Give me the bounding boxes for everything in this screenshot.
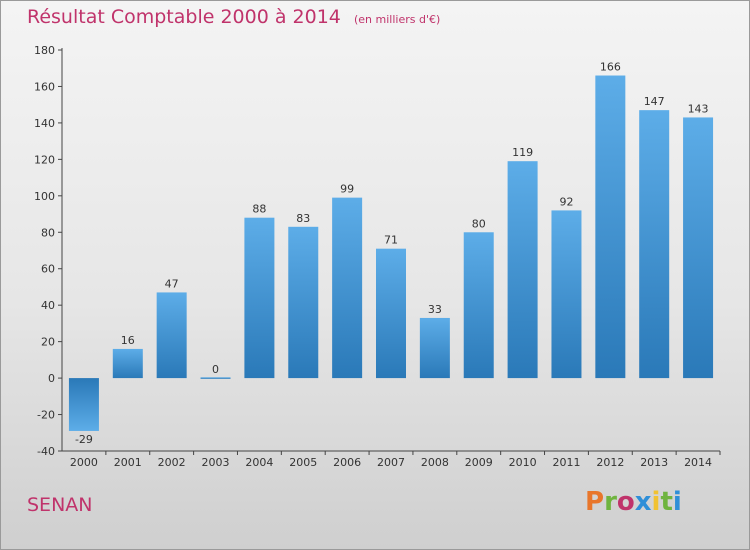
- bar: [200, 377, 231, 379]
- x-tick-label: 2004: [245, 456, 273, 469]
- y-tick-label: 0: [48, 372, 55, 385]
- y-tick-label: -20: [37, 409, 55, 422]
- logo-letter: i: [651, 487, 661, 517]
- x-tick-label: 2002: [158, 456, 186, 469]
- bar: [68, 378, 99, 431]
- y-tick-label: 100: [34, 190, 55, 203]
- x-tick-label: 2001: [114, 456, 142, 469]
- x-tick-label: 2010: [509, 456, 537, 469]
- bar-value-label: 143: [688, 102, 709, 115]
- bar: [288, 226, 319, 379]
- logo-letter: P: [585, 487, 605, 517]
- bar: [463, 232, 494, 379]
- x-tick-label: 2000: [70, 456, 98, 469]
- x-tick-label: 2006: [333, 456, 361, 469]
- bar: [376, 248, 406, 379]
- bar: [419, 317, 450, 379]
- x-tick-label: 2014: [684, 456, 712, 469]
- bar: [595, 75, 626, 379]
- logo-letter: x: [634, 487, 652, 517]
- x-tick-label: 2009: [465, 456, 493, 469]
- bar: [551, 210, 582, 379]
- logo-letter: t: [660, 487, 673, 517]
- bar-value-label: 80: [472, 217, 486, 230]
- y-tick-label: 20: [41, 336, 55, 349]
- y-tick-label: 80: [41, 226, 55, 239]
- bar-value-label: 83: [296, 212, 310, 225]
- chart-subtitle: (en milliers d'€): [353, 13, 441, 26]
- x-tick-label: 2013: [640, 456, 668, 469]
- bar-value-label: 92: [559, 195, 573, 208]
- bar: [507, 161, 538, 379]
- commune-name: SENAN: [27, 494, 93, 516]
- bar: [332, 197, 363, 379]
- bar: [156, 292, 187, 379]
- logo-letter: r: [604, 487, 617, 517]
- y-tick-label: 40: [41, 299, 55, 312]
- chart-title: Résultat Comptable 2000 à 2014: [27, 6, 341, 28]
- chart-title-group: Résultat Comptable 2000 à 2014 (en milli…: [27, 6, 440, 28]
- y-tick-label: 60: [41, 263, 55, 276]
- y-tick-label: 180: [34, 44, 55, 57]
- bar-value-label: -29: [75, 433, 93, 446]
- bar-value-label: 16: [121, 334, 135, 347]
- bar-value-label: 99: [340, 183, 354, 196]
- proxiti-logo: Proxiti: [585, 487, 682, 517]
- bar-value-label: 33: [428, 303, 442, 316]
- bar-value-label: 166: [600, 61, 621, 74]
- logo-letter: o: [616, 487, 635, 517]
- y-tick-label: -40: [37, 445, 55, 458]
- bar-value-label: 0: [212, 363, 219, 376]
- x-tick-label: 2003: [202, 456, 230, 469]
- bar-value-label: 147: [644, 95, 665, 108]
- x-tick-label: 2012: [596, 456, 624, 469]
- bar: [244, 217, 275, 379]
- y-tick-label: 120: [34, 153, 55, 166]
- bar: [112, 348, 143, 379]
- y-tick-label: 140: [34, 117, 55, 130]
- y-tick-label: 160: [34, 80, 55, 93]
- x-tick-label: 2007: [377, 456, 405, 469]
- bar-value-label: 119: [512, 146, 533, 159]
- bar-value-label: 71: [384, 234, 398, 247]
- x-tick-label: 2008: [421, 456, 449, 469]
- bar-value-label: 88: [252, 203, 266, 216]
- bar-value-label: 47: [165, 277, 179, 290]
- bar: [639, 110, 670, 379]
- x-tick-label: 2011: [552, 456, 580, 469]
- logo-letter: i: [672, 487, 682, 517]
- bar: [683, 117, 714, 379]
- x-tick-label: 2005: [289, 456, 317, 469]
